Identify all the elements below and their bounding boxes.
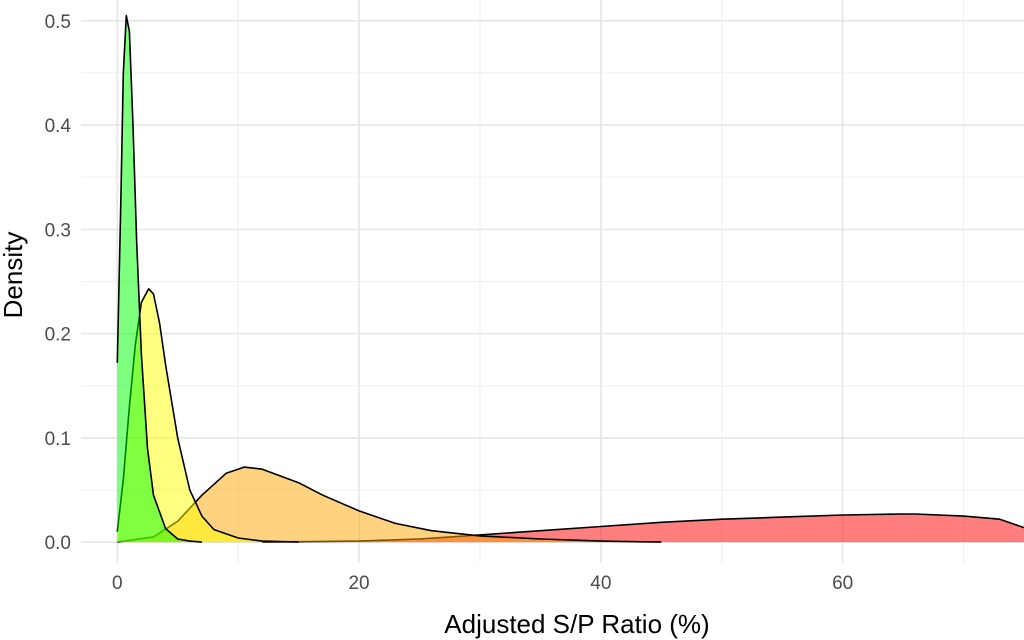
x-axis-title: Adjusted S/P Ratio (%): [444, 609, 709, 639]
density-outline-3: [116, 14, 202, 543]
y-tick-labels: 0.0 0.1 0.2 0.3 0.4 0.5: [45, 12, 72, 554]
y-tick-label: 0.4: [45, 116, 72, 137]
x-tick-label: 60: [832, 573, 853, 594]
x-tick-labels: 0 20 40 60: [112, 573, 853, 594]
density-area-2: [117, 288, 299, 543]
y-tick-label: 0.0: [45, 533, 71, 554]
y-tick-label: 0.2: [45, 325, 71, 346]
plot-grid: [81, 0, 1024, 563]
x-tick-label: 0: [112, 573, 123, 594]
x-tick-label: 40: [590, 573, 611, 594]
y-tick-label: 0.3: [45, 220, 71, 241]
density-area-0: [262, 514, 1024, 543]
density-area-1: [117, 467, 662, 543]
density-area-3: [117, 15, 202, 543]
x-tick-label: 20: [348, 573, 369, 594]
y-tick-label: 0.1: [45, 429, 71, 450]
y-axis-title: Density: [0, 232, 28, 319]
y-tick-label: 0.5: [45, 12, 71, 33]
plot-series: [116, 14, 1024, 543]
